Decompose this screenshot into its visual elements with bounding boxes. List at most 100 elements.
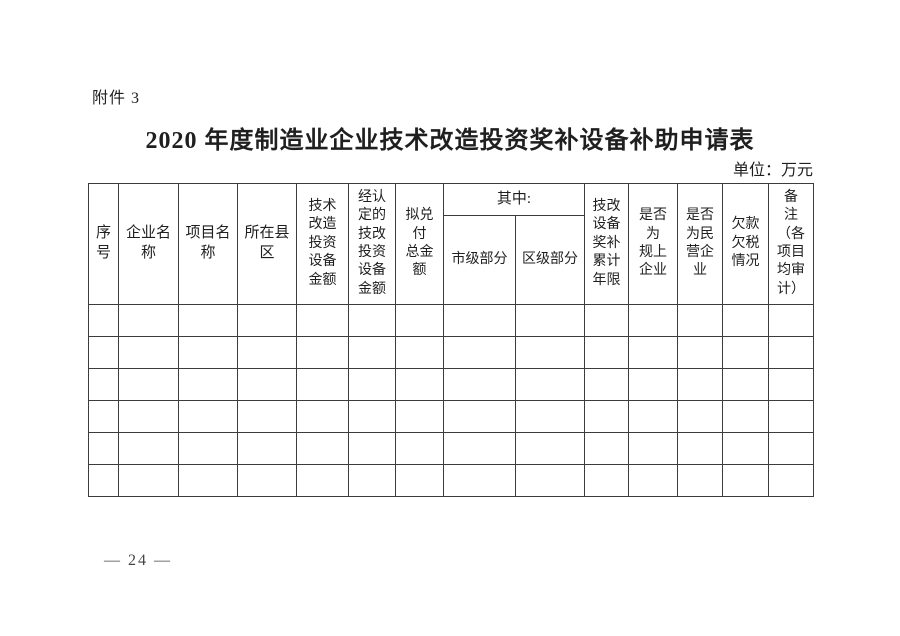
table-cell <box>348 432 396 465</box>
table-cell <box>395 400 444 433</box>
table-cell <box>296 336 349 369</box>
table-cell <box>584 432 630 465</box>
table-cell <box>237 336 297 369</box>
col-header-enterprise-name: 企业名 称 <box>118 183 179 305</box>
table-cell <box>628 432 679 465</box>
col-header-project-name: 项目名 称 <box>178 183 238 305</box>
table-cell <box>395 368 444 401</box>
table-cell <box>443 400 516 433</box>
table-cell <box>296 400 349 433</box>
table-cell <box>514 304 586 337</box>
table-cell <box>178 400 238 433</box>
table-cell <box>677 336 724 369</box>
table-cell <box>768 432 815 465</box>
table-cell <box>584 304 630 337</box>
table-cell <box>178 432 238 465</box>
table-cell <box>178 368 238 401</box>
table-cell <box>296 464 349 497</box>
application-table: 序 号 企业名 称 项目名 称 所在县 区 技术 改造 投资 设备 金额 经认 … <box>88 183 815 497</box>
col-header-proposed-total-payment: 拟兑 付 总金 额 <box>395 183 444 305</box>
table-cell <box>237 464 297 497</box>
table-cell <box>178 336 238 369</box>
table-header: 序 号 企业名 称 项目名 称 所在县 区 技术 改造 投资 设备 金额 经认 … <box>88 183 815 305</box>
table-cell <box>514 336 586 369</box>
table-cell <box>348 400 396 433</box>
table-cell <box>584 368 630 401</box>
col-header-serial-number: 序 号 <box>88 183 119 305</box>
table-cell <box>628 336 679 369</box>
table-cell <box>443 368 516 401</box>
col-header-tech-transform-equipment-amount: 技术 改造 投资 设备 金额 <box>296 183 349 305</box>
table-cell <box>514 432 586 465</box>
table-cell <box>88 336 119 369</box>
table-cell <box>118 304 179 337</box>
table-cell <box>722 464 770 497</box>
col-header-tech-reward-cumulative-years: 技改 设备 奖补 累计 年限 <box>584 183 630 305</box>
table-cell <box>395 304 444 337</box>
table-cell <box>348 368 396 401</box>
table-cell <box>178 464 238 497</box>
table-cell <box>348 336 396 369</box>
table-cell <box>88 464 119 497</box>
table-cell <box>237 400 297 433</box>
table-cell <box>296 432 349 465</box>
col-header-county-district: 所在县 区 <box>237 183 297 305</box>
table-cell <box>443 336 516 369</box>
table-cell <box>443 304 516 337</box>
col-header-municipal-part: 市级部分 <box>443 215 516 305</box>
col-header-subtotal-group: 其中: <box>442 183 586 216</box>
col-header-is-private-enterprise: 是否 为民 营企 业 <box>677 183 724 305</box>
table-cell <box>348 304 396 337</box>
col-header-is-above-scale-enterprise: 是否 为 规上 企业 <box>628 183 679 305</box>
table-cell <box>88 432 119 465</box>
table-row <box>88 464 815 497</box>
table-cell <box>118 464 179 497</box>
table-cell <box>628 304 679 337</box>
col-header-remarks: 备 注 （各 项目 均审 计） <box>768 183 815 305</box>
attachment-label: 附件 3 <box>92 90 141 107</box>
table-cell <box>584 400 630 433</box>
table-cell <box>395 336 444 369</box>
table-row <box>88 304 815 337</box>
table-cell <box>395 464 444 497</box>
header-row-top: 序 号 企业名 称 项目名 称 所在县 区 技术 改造 投资 设备 金额 经认 … <box>88 183 815 305</box>
table-cell <box>722 432 770 465</box>
page-number: — 24 — <box>104 552 172 569</box>
table-cell <box>722 400 770 433</box>
table-cell <box>677 464 724 497</box>
table-cell <box>296 368 349 401</box>
table-cell <box>628 368 679 401</box>
table-row <box>88 400 815 433</box>
table-cell <box>296 304 349 337</box>
table-cell <box>584 464 630 497</box>
table-cell <box>722 304 770 337</box>
table-cell <box>514 464 586 497</box>
table-cell <box>768 336 815 369</box>
col-header-recognized-tech-equipment-amount: 经认 定的 技改 投资 设备 金额 <box>348 183 396 305</box>
table-cell <box>395 432 444 465</box>
table-cell <box>178 304 238 337</box>
table-cell <box>88 368 119 401</box>
table-cell <box>118 336 179 369</box>
table-cell <box>677 432 724 465</box>
table-cell <box>118 432 179 465</box>
table-cell <box>677 368 724 401</box>
table-cell <box>768 464 815 497</box>
table-cell <box>768 368 815 401</box>
table-cell <box>348 464 396 497</box>
table-cell <box>443 432 516 465</box>
table-cell <box>514 368 586 401</box>
table-row <box>88 368 815 401</box>
table-cell <box>722 368 770 401</box>
unit-note: 单位：万元 <box>732 162 813 179</box>
table-cell <box>677 400 724 433</box>
table-cell <box>768 400 815 433</box>
table-cell <box>628 464 679 497</box>
table-cell <box>237 432 297 465</box>
table-row <box>88 336 815 369</box>
table-cell <box>237 304 297 337</box>
col-header-district-part: 区级部分 <box>514 215 586 305</box>
table-cell <box>722 336 770 369</box>
header-row-sub: 市级部分 区级部分 <box>89 215 814 305</box>
